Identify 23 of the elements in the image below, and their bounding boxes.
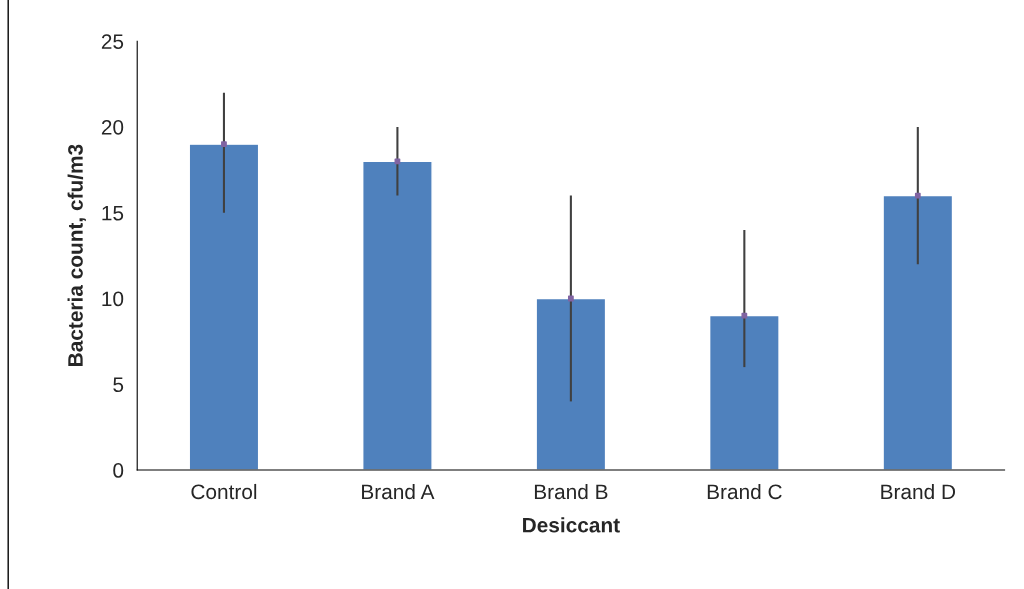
x-axis-title: Desiccant [523,517,620,533]
y-tick-label: 10 [102,291,124,307]
y-tick-label: 25 [101,34,124,49]
y-tick-label: 0 [113,463,124,478]
point [221,141,227,148]
bar [362,160,433,471]
point [741,312,748,319]
x-tick-label: Brand C [707,483,782,500]
bar [535,297,607,471]
x-tick-label: Brand A [362,483,435,500]
y-tick-label: 15 [102,205,124,221]
y-tick-label: 20 [101,119,124,135]
point [914,192,921,199]
x-tick-label: Brand D [881,483,956,500]
point [394,158,401,165]
x-tick-label: Brand B [534,483,608,500]
y-axis-title: Bacteria count, cfu/m3 [67,144,86,366]
y-tick-label: 5 [113,377,124,393]
bar [188,143,260,471]
x-tick-label: Control [191,483,257,500]
bar [708,314,780,471]
point [567,295,574,302]
bar [882,194,954,471]
